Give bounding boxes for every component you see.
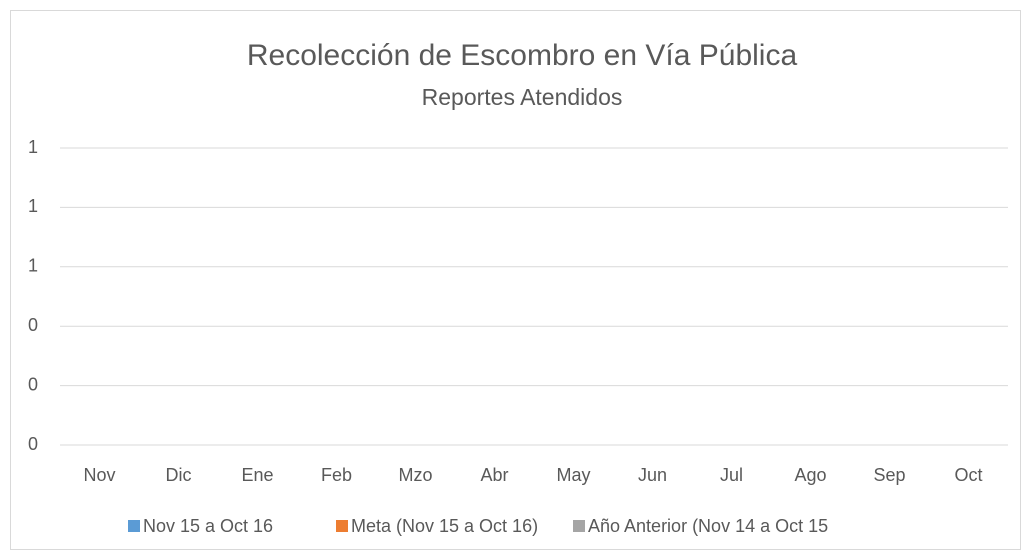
x-tick-label: Dic <box>166 465 192 485</box>
legend-swatch <box>128 520 140 532</box>
chart-subtitle: Reportes Atendidos <box>422 84 623 110</box>
legend-label: Año Anterior (Nov 14 a Oct 15 <box>588 516 828 536</box>
x-tick-label: Mzo <box>398 465 432 485</box>
legend-label: Nov 15 a Oct 16 <box>143 516 273 536</box>
y-tick-label: 0 <box>28 434 38 454</box>
y-tick-label: 0 <box>28 374 38 394</box>
legend-swatch <box>336 520 348 532</box>
chart-title: Recolección de Escombro en Vía Pública <box>247 39 798 72</box>
x-tick-label: Ago <box>794 465 826 485</box>
x-tick-label: Jun <box>638 465 667 485</box>
x-tick-label: Abr <box>480 465 508 485</box>
x-tick-label: Ene <box>241 465 273 485</box>
y-tick-label: 1 <box>28 256 38 276</box>
legend-swatch <box>573 520 585 532</box>
x-tick-label: Sep <box>873 465 905 485</box>
y-tick-label: 1 <box>28 196 38 216</box>
y-tick-label: 0 <box>28 315 38 335</box>
x-tick-label: Oct <box>954 465 982 485</box>
x-tick-label: Nov <box>83 465 115 485</box>
x-tick-label: Jul <box>720 465 743 485</box>
legend-label: Meta (Nov 15 a Oct 16) <box>351 516 538 536</box>
x-tick-label: Feb <box>321 465 352 485</box>
chart-border <box>10 10 1021 550</box>
y-tick-label: 1 <box>28 137 38 157</box>
x-tick-label: May <box>556 465 590 485</box>
